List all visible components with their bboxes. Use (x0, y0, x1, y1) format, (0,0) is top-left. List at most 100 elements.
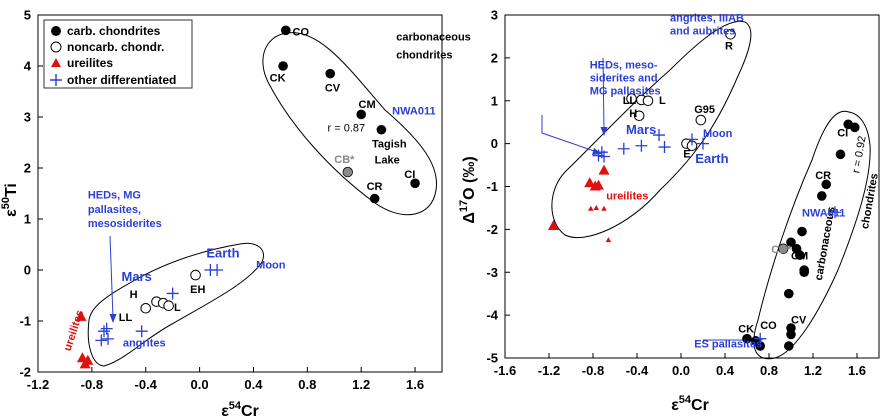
data-point-filled-circle (817, 191, 827, 201)
annotation-label: EH (190, 284, 205, 296)
annotation-label: carbonaceous (396, 32, 471, 44)
data-point-blue-cross (598, 150, 610, 163)
y-tick-label: 4 (24, 59, 32, 74)
right-y-axis-label: Δ17O (‰) (458, 156, 478, 223)
data-point-filled-circle (410, 178, 420, 189)
annotation-label: L (659, 95, 666, 107)
data-point-filled-circle (280, 25, 291, 36)
data-point-open-circle (140, 302, 152, 314)
data-point-blue-cross (166, 287, 179, 300)
annotation-label: CK (738, 323, 754, 335)
annotation-label: G95 (694, 104, 715, 116)
legend-label-ureilites: ureilites (67, 56, 113, 70)
data-point-blue-cross (100, 322, 113, 335)
annotation-label: CO (293, 26, 310, 38)
data-point-red-triangle-small (588, 205, 594, 211)
annotation-label: CR (815, 170, 831, 182)
x-tick-label: 0.0 (191, 377, 209, 392)
data-point-blue-cross (754, 332, 767, 345)
right-differentiated-field (551, 20, 752, 239)
annotation-label: siderites and (590, 72, 658, 84)
y-tick-label: -1 (19, 314, 31, 329)
data-point-red-triangle (598, 164, 610, 175)
y-tick-label: 3 (24, 110, 31, 125)
y-tick-label: -5 (486, 351, 498, 366)
x-tick-label: 0.4 (716, 363, 735, 378)
data-point-blue-cross (635, 139, 648, 152)
annotation-label: Earth (695, 151, 728, 166)
data-point-blue-cross (658, 141, 671, 154)
left-differentiated-field (87, 242, 264, 367)
data-point-red-triangle (593, 179, 604, 190)
annotation-label: CM (359, 99, 376, 111)
y-tick-label: 0 (24, 263, 31, 278)
data-point-open-circle (163, 300, 174, 312)
data-point-filled-circle (755, 341, 765, 351)
data-point-filled-circle (795, 250, 805, 260)
right-angrites-arrow (602, 57, 605, 132)
data-point-blue-cross (697, 137, 709, 150)
annotation-label: chondrites (396, 49, 452, 61)
data-point-filled-circle (850, 122, 860, 133)
data-point-blue-cross (211, 264, 224, 276)
x-tick-label: 0.4 (244, 377, 263, 392)
y-tick-label: 0 (491, 136, 498, 151)
annotation-label: Moon (703, 128, 733, 140)
annotation-label: HEDs, MG (88, 190, 141, 202)
right-x-axis-label: ε54Cr (671, 394, 709, 414)
y-tick-label: 1 (491, 93, 498, 108)
y-tick-label: -1 (486, 179, 498, 194)
annotation-label: pallasites, (88, 204, 141, 216)
left-panel: carb. chondrites noncarb. chondr. ureili… (0, 8, 471, 420)
x-tick-label: -0.4 (626, 363, 649, 378)
left-x-axis-label: ε54Cr (221, 400, 259, 420)
annotation-label: L (174, 302, 181, 314)
annotation-label: angrites, IIIAB (670, 12, 744, 24)
data-point-blue-cross (95, 334, 108, 347)
right-angrites-arrowhead (600, 127, 608, 136)
x-tick-label: 0.8 (298, 377, 316, 392)
data-point-red-triangle (75, 310, 87, 321)
y-tick-label: 5 (24, 8, 31, 23)
right-hed-arrowhead (592, 148, 602, 155)
data-point-open-circle (633, 110, 645, 122)
data-point-filled-circle (797, 226, 807, 237)
annotation-label: r = 0.87 (328, 122, 366, 134)
y-tick-label: -2 (486, 222, 498, 237)
annotation-label: H (130, 289, 138, 301)
data-point-filled-circle (784, 341, 794, 351)
left-plot-frame (37, 14, 443, 373)
x-tick-label: -0.8 (582, 363, 604, 378)
data-point-filled-circle (784, 288, 794, 299)
data-point-blue-cross (686, 133, 698, 146)
annotation-label: ES pallasites (694, 338, 762, 350)
data-point-blue-cross (135, 325, 148, 338)
y-tick-label: -4 (486, 308, 498, 323)
annotation-label: CM (791, 250, 808, 262)
annotation-label: CV (791, 315, 807, 327)
data-point-open-circle (695, 114, 707, 126)
y-tick-label: -2 (19, 365, 31, 380)
data-point-filled-circle (799, 267, 809, 278)
data-point-filled-circle (835, 149, 846, 160)
data-point-filled-circle (369, 193, 380, 204)
data-point-filled-circle (325, 68, 336, 79)
data-point-filled-circle (786, 329, 796, 340)
annotation-label: HEDs, meso- (590, 60, 658, 72)
y-tick-label: 2 (491, 50, 498, 65)
annotation-label: CV (325, 83, 341, 95)
data-point-red-triangle-small (593, 204, 600, 210)
legend-red-triangle (51, 58, 61, 67)
x-tick-label: -0.4 (135, 377, 158, 392)
y-tick-label: 2 (24, 161, 31, 176)
data-point-blue-cross (102, 332, 115, 345)
legend: carb. chondrites noncarb. chondr. ureili… (43, 19, 193, 89)
data-point-filled-circle (356, 109, 367, 120)
annotation-label: CI (404, 169, 415, 181)
left-hed-arrowhead (109, 314, 117, 323)
annotation-label: angrites (123, 338, 166, 350)
annotation-label: mesosiderites (88, 218, 162, 230)
data-point-open-circle (642, 95, 654, 107)
legend-open-circle (50, 41, 62, 53)
